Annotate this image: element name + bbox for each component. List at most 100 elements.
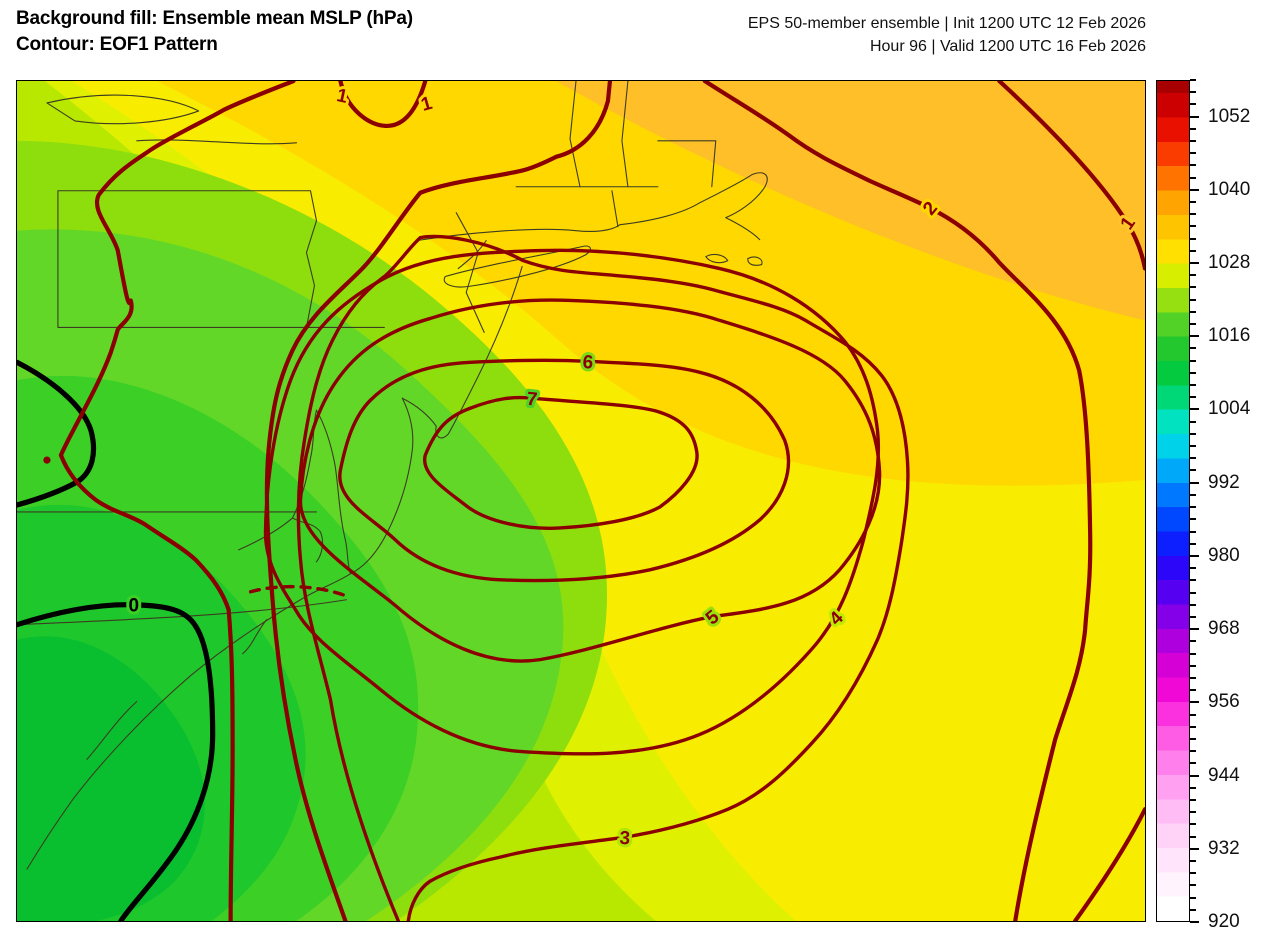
colorbar-minor-tick (1190, 310, 1196, 313)
contour-7 (423, 395, 699, 530)
colorbar-minor-tick (1190, 445, 1196, 448)
mslp-fill-bands (17, 81, 1145, 921)
contour-dashed-segment (248, 584, 351, 599)
colorbar-minor-tick (1190, 896, 1196, 899)
colorbar-major-tick (1190, 554, 1199, 557)
colorbar-major-tick (1190, 847, 1199, 850)
colorbar-tick-label: 920 (1208, 911, 1240, 932)
colorbar-minor-tick (1190, 676, 1196, 679)
colorbar-minor-tick (1190, 286, 1196, 289)
title-line-contour: Contour: EOF1 Pattern (16, 33, 218, 55)
colorbar-minor-tick (1190, 152, 1196, 155)
colorbar-minor-tick (1190, 201, 1196, 204)
map-panel: 7 6 5 4 3 2 1 1 1 0 (16, 80, 1146, 922)
colorbar-major-tick (1190, 115, 1199, 118)
colorbar-tick-label: 1052 (1208, 105, 1251, 127)
colorbar-tick-label: 1004 (1208, 398, 1251, 420)
contour-3 (296, 234, 910, 921)
colorbar-minor-tick (1190, 640, 1196, 643)
colorbar (1156, 80, 1190, 922)
colorbar-minor-tick (1190, 786, 1196, 789)
colorbar-minor-tick (1190, 176, 1196, 179)
colorbar-major-tick (1190, 628, 1199, 631)
colorbar-minor-tick (1190, 323, 1196, 326)
colorbar-minor-tick (1190, 872, 1196, 875)
colorbar-minor-tick (1190, 737, 1196, 740)
colorbar-minor-tick (1190, 469, 1196, 472)
colorbar-minor-tick (1190, 823, 1196, 826)
colorbar-minor-tick (1190, 249, 1196, 252)
colorbar-minor-tick (1190, 298, 1196, 301)
contour-1-main (58, 81, 296, 921)
colorbar-minor-tick (1190, 652, 1196, 655)
contour-label-3: 3 (619, 828, 631, 850)
colorbar-major-tick (1190, 188, 1199, 191)
colorbar-minor-tick (1190, 384, 1196, 387)
colorbar-major-tick (1190, 774, 1199, 777)
contour-1-top-right (997, 81, 1145, 271)
contour-1-bottom-right (1073, 807, 1145, 921)
info-line-valid: Hour 96 | Valid 1200 UTC 16 Feb 2026 (869, 38, 1146, 56)
colorbar-minor-tick (1190, 493, 1196, 496)
run-info: EPS 50-member ensemble | Init 1200 UTC 1… (748, 12, 1146, 58)
colorbar-minor-tick (1190, 457, 1196, 460)
colorbar-tick-label: 1016 (1208, 325, 1251, 347)
colorbar-minor-tick (1190, 518, 1196, 521)
contour-label-7: 7 (526, 389, 539, 411)
colorbar-area: 920 932 944 956 968 980 992 1004 1016 1028 1040 105… (1156, 79, 1266, 932)
colorbar-major-tick (1190, 262, 1199, 265)
contour-0-lower (17, 602, 216, 921)
colorbar-tick-label: 980 (1208, 544, 1240, 566)
colorbar-minor-tick (1190, 542, 1196, 545)
eof1-contours (17, 81, 1145, 921)
colorbar-minor-tick (1190, 91, 1196, 94)
colorbar-minor-tick (1190, 213, 1196, 216)
colorbar-minor-tick (1190, 164, 1196, 167)
info-line-init: EPS 50-member ensemble | Init 1200 UTC 1… (747, 15, 1146, 32)
colorbar-minor-tick (1190, 835, 1196, 838)
title-line-fill: Background fill: Ensemble mean MSLP (hPa… (16, 8, 413, 29)
colorbar-minor-tick (1190, 798, 1196, 801)
colorbar-minor-tick (1190, 347, 1196, 350)
colorbar-minor-tick (1190, 359, 1196, 362)
colorbar-tick-label: 992 (1208, 471, 1240, 493)
chart-title: Background fill: Ensemble mean MSLP (hPa… (16, 6, 413, 57)
colorbar-minor-tick (1190, 506, 1196, 509)
contour-1-top-dip (338, 81, 428, 128)
colorbar-minor-tick (1190, 371, 1196, 374)
colorbar-minor-tick (1190, 713, 1196, 716)
colorbar-minor-tick (1190, 420, 1196, 423)
colorbar-tick-label: 944 (1208, 764, 1240, 786)
colorbar-major-tick (1190, 921, 1199, 923)
contour-5 (298, 298, 882, 663)
colorbar-minor-tick (1190, 591, 1196, 594)
colorbar-minor-tick (1190, 859, 1196, 862)
colorbar-tick-label: 932 (1208, 837, 1240, 859)
colorbar-minor-tick (1190, 615, 1196, 618)
contour-2-right (702, 81, 1093, 921)
colorbar-minor-tick (1190, 530, 1196, 533)
colorbar-major-tick (1190, 481, 1199, 484)
colorbar-minor-tick (1190, 725, 1196, 728)
colorbar-major-tick (1190, 335, 1199, 338)
contour-2-left (264, 81, 613, 921)
colorbar-tick-label: 1040 (1208, 178, 1251, 200)
colorbar-minor-tick (1190, 103, 1196, 106)
colorbar-minor-tick (1190, 432, 1196, 435)
colorbar-minor-tick (1190, 274, 1196, 277)
colorbar-minor-tick (1190, 127, 1196, 130)
colorbar-major-tick (1190, 701, 1199, 704)
coastline (26, 172, 768, 870)
colorbar-minor-tick (1190, 908, 1196, 911)
colorbar-minor-tick (1190, 811, 1196, 814)
contour-map: 7 6 5 4 3 2 1 1 1 0 (17, 81, 1145, 921)
colorbar-minor-tick (1190, 396, 1196, 399)
colorbar-tick-label: 968 (1208, 618, 1240, 640)
colorbar-minor-tick (1190, 140, 1196, 142)
colorbar-minor-tick (1190, 664, 1196, 667)
contour-4 (263, 248, 881, 756)
colorbar-minor-tick (1190, 237, 1196, 240)
colorbar-minor-tick (1190, 225, 1196, 228)
colorbar-minor-tick (1190, 79, 1196, 81)
colorbar-major-tick (1190, 408, 1199, 411)
